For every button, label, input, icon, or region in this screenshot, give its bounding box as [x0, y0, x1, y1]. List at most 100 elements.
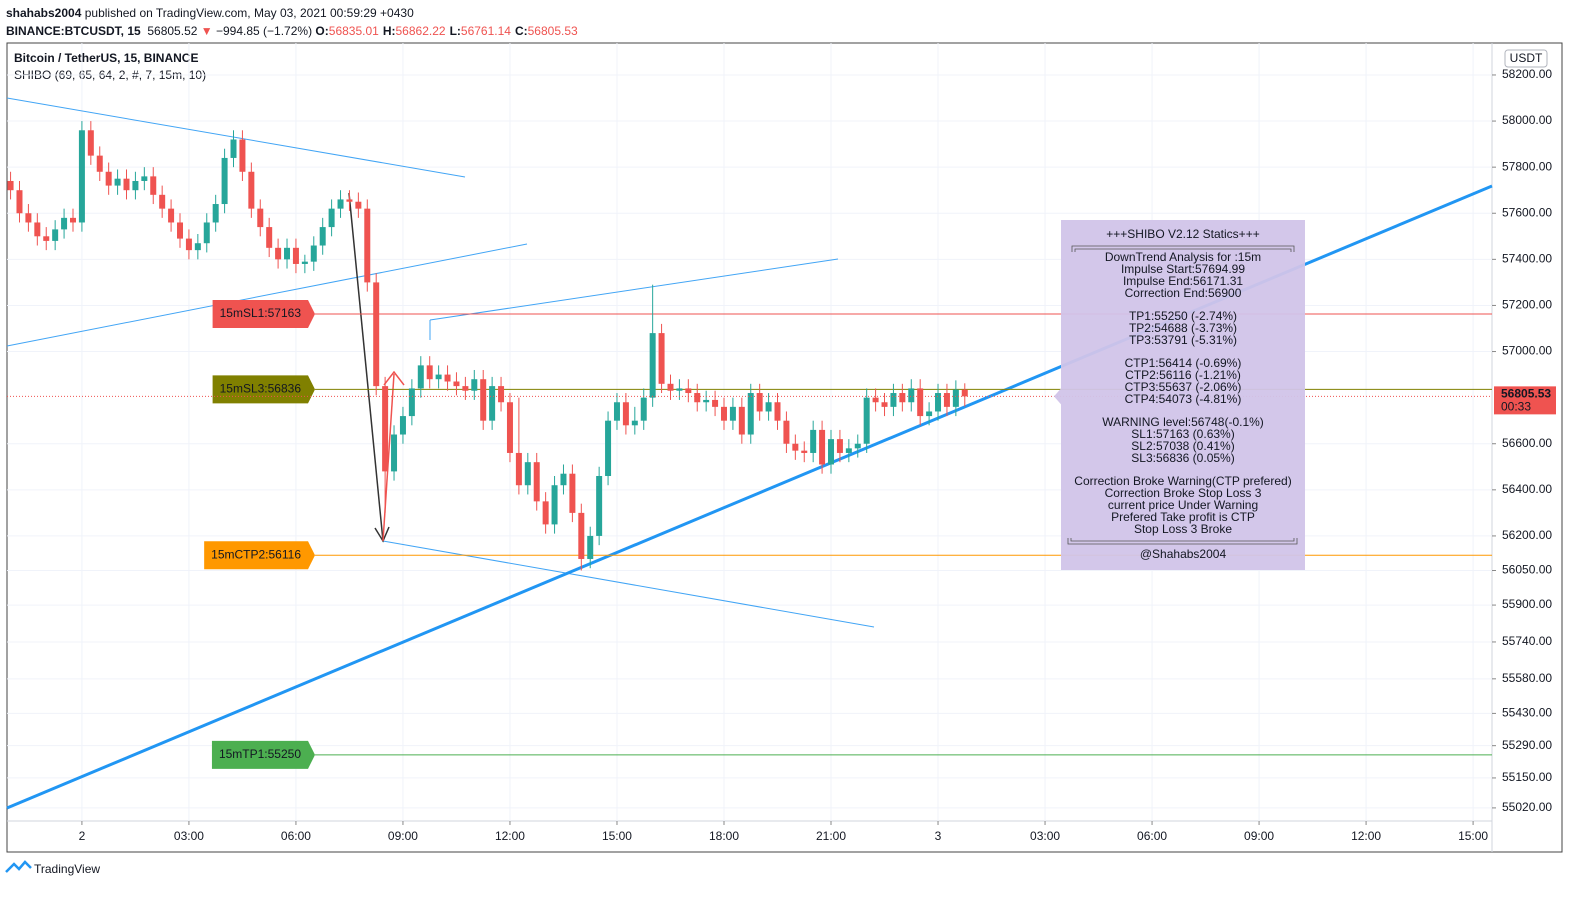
candle-body — [319, 227, 326, 246]
candle-body — [96, 155, 103, 172]
candle-body — [712, 399, 719, 407]
candle-body — [899, 393, 906, 403]
currency: USDT — [1510, 51, 1543, 65]
panel-line: WARNING level:56748(-0.1%) — [1102, 415, 1264, 429]
x-tick-label: 18:00 — [709, 829, 739, 843]
brand: TradingView — [34, 862, 100, 876]
ohlc-value: 56862.22 — [395, 24, 446, 38]
level-tag — [211, 740, 315, 769]
candle-body — [61, 217, 68, 230]
candle-body — [168, 208, 175, 223]
candle-body — [284, 247, 291, 260]
candle-body — [720, 406, 727, 421]
candle-body — [78, 130, 85, 223]
panel-line: Correction Broke Stop Loss 3 — [1105, 486, 1262, 500]
candle-body — [408, 388, 415, 417]
trend-line — [429, 258, 839, 321]
candle-body — [266, 227, 273, 248]
level-tag — [212, 299, 315, 328]
x-tick-label: 03:00 — [174, 829, 204, 843]
y-tick-label: 55740.00 — [1502, 634, 1552, 648]
x-tick-label: 09:00 — [388, 829, 418, 843]
candle-body — [498, 386, 505, 403]
ohlc-value: 56761.14 — [460, 24, 511, 38]
candle-body — [114, 178, 121, 186]
candle-body — [105, 171, 112, 186]
level-label: 15mSL3:56836 — [220, 382, 302, 396]
candle-body — [212, 204, 219, 223]
panel-line: TP1:55250 (-2.74%) — [1129, 309, 1237, 323]
candle-body — [667, 383, 674, 391]
panel-line: CTP4:54073 (-4.81%) — [1125, 392, 1242, 406]
arrow-head — [383, 370, 405, 386]
panel-line: TP3:53791 (-5.31%) — [1129, 333, 1237, 347]
currency-box — [1504, 49, 1548, 68]
panel-line: Stop Loss 3 Broke — [1134, 522, 1232, 536]
y-tick-label: 57200.00 — [1502, 298, 1552, 312]
candle-body — [908, 388, 915, 403]
panel-line: CTP1:56414 (-0.69%) — [1125, 356, 1242, 370]
quote-line: BINANCE:BTCUSDT, 15 56805.52 ▼ −994.85 (… — [6, 22, 582, 40]
ohlc-key: H: — [382, 24, 396, 38]
candle-body — [765, 402, 772, 412]
panel-line: SL1:57163 (0.63%) — [1131, 427, 1234, 441]
trend-line — [6, 243, 528, 347]
x-tick-label: 06:00 — [1137, 829, 1167, 843]
candle-body — [69, 217, 76, 223]
panel-line: Correction Broke Warning(CTP prefered) — [1074, 474, 1291, 488]
ohlc-key: L: — [449, 24, 461, 38]
candle-body — [123, 178, 130, 191]
candle-body — [961, 389, 968, 397]
candle-body — [203, 222, 210, 244]
candle-body — [292, 247, 299, 264]
panel-line: Impulse End:56171.31 — [1123, 274, 1243, 288]
y-tick-label: 56600.00 — [1502, 436, 1552, 450]
candle-body — [7, 180, 14, 191]
y-tick-label: 56200.00 — [1502, 528, 1552, 542]
panel-rule — [1067, 538, 1298, 545]
candle-body — [578, 512, 585, 559]
candle-body — [828, 439, 835, 465]
panel-line: Correction End:56900 — [1125, 286, 1242, 300]
candle-body — [257, 208, 264, 228]
published: published on TradingView.com, May 03, 20… — [84, 6, 414, 20]
ohlc-value: 56805.53 — [527, 24, 578, 38]
candle-body — [150, 176, 157, 195]
publish-line: shahabs2004 published on TradingView.com… — [6, 4, 582, 22]
ohlc: O:56835.01 H:56862.22 L:56761.14 C:56805.53 — [315, 24, 581, 38]
level-tag — [204, 541, 315, 570]
candle-body — [480, 379, 487, 421]
candle-body — [471, 379, 478, 391]
candle-body — [364, 208, 371, 283]
arrow-line — [348, 192, 384, 542]
candle-body — [310, 245, 317, 262]
candle-body — [177, 222, 184, 239]
panel-line: SL2:57038 (0.41%) — [1131, 439, 1234, 453]
candle-body — [854, 443, 861, 449]
level-label: 15mTP1:55250 — [219, 747, 301, 761]
candle-body — [810, 429, 817, 453]
candle-body — [515, 452, 522, 486]
candle-body — [596, 476, 603, 536]
candle-body — [613, 402, 620, 421]
y-tick-label: 55290.00 — [1502, 738, 1552, 752]
trend-line — [6, 97, 466, 178]
panel-footer: @Shahabs2004 — [1140, 547, 1227, 561]
candle-body — [801, 450, 808, 453]
trend-line — [382, 540, 875, 628]
candle-body — [230, 139, 237, 158]
candle-body — [417, 365, 424, 389]
x-tick-label: 09:00 — [1244, 829, 1274, 843]
candle-body — [435, 374, 442, 380]
candle-body — [43, 236, 50, 241]
candle-body — [132, 180, 139, 191]
candle-body — [863, 397, 870, 444]
candle-body — [489, 386, 496, 421]
candle-body — [943, 393, 950, 407]
candle-body — [524, 462, 531, 486]
symbol: BINANCE:BTCUSDT, 15 — [6, 24, 141, 38]
candle-body — [453, 381, 460, 387]
candle-body — [872, 397, 879, 403]
